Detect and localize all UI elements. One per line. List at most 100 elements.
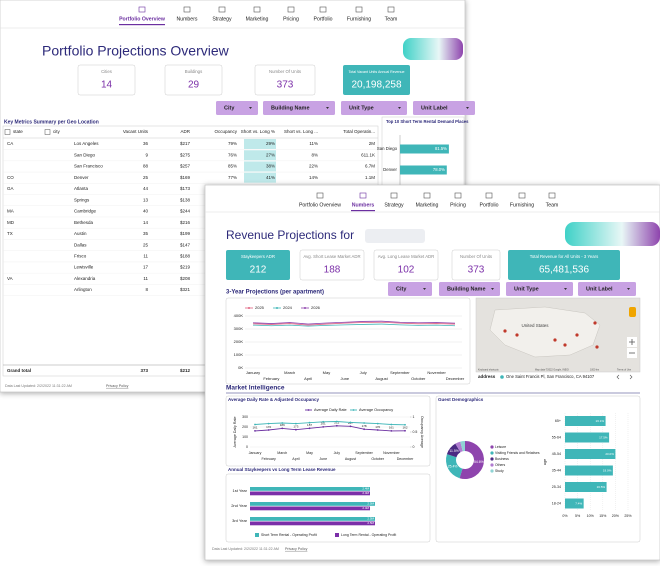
y-tick-label: 200K: [234, 339, 244, 344]
legend-label: Others: [495, 463, 505, 467]
point: [322, 420, 325, 423]
nav-item[interactable]: Team: [546, 202, 559, 208]
nav-item[interactable]: Numbers: [176, 16, 197, 22]
map-attribution: Map data ©2022 Google, INEGI: [535, 369, 569, 372]
nav-item[interactable]: Portfolio: [479, 202, 498, 208]
kpi-label: Total Revenue for All Units - 3 Years: [530, 254, 599, 259]
page-title: Revenue Projections for: [226, 228, 354, 242]
x-tick-label: October: [371, 457, 385, 461]
pager-prev[interactable]: [616, 374, 620, 380]
nav-item[interactable]: Furnishing: [510, 202, 534, 208]
kpi-card: [508, 250, 620, 280]
filter-label[interactable]: Unit Type: [349, 105, 374, 111]
nav-item[interactable]: Team: [385, 16, 398, 22]
filter-label[interactable]: Unit Label: [421, 105, 448, 111]
y2-tick-label: 1: [413, 415, 415, 419]
value-label: 16.1%: [596, 419, 605, 423]
legend-label: Average Daily Rate: [314, 408, 347, 412]
bar: [250, 517, 375, 521]
table-cell: $216: [180, 220, 191, 225]
legend-label: Short Term Rental - Operating Profit: [261, 533, 317, 537]
nav-item[interactable]: Pricing: [450, 202, 466, 208]
bar: [565, 498, 584, 509]
nav-item[interactable]: Strategy: [212, 16, 232, 22]
nav-item[interactable]: Numbers: [352, 202, 375, 208]
filter-label[interactable]: Building Name: [447, 286, 486, 292]
nav-icon: [319, 6, 327, 13]
privacy-link[interactable]: Privacy Policy: [285, 547, 308, 551]
nav-item[interactable]: Pricing: [283, 16, 299, 22]
table-cell: 8: [145, 287, 148, 292]
map-attribution: Keyboard shortcuts: [478, 369, 499, 372]
table-cell: 1.1M: [365, 175, 375, 180]
table-cell: 88: [143, 164, 149, 169]
category-label: 18-24: [552, 501, 561, 505]
pegman[interactable]: [629, 307, 636, 317]
map-pin: [563, 343, 567, 347]
filter-label[interactable]: Unit Label: [586, 286, 613, 292]
filter-dropdown[interactable]: [506, 282, 573, 296]
y-tick-label: 300: [242, 415, 248, 419]
filter-dropdown[interactable]: [216, 101, 258, 115]
filter-dropdown[interactable]: [341, 101, 407, 115]
nav-item[interactable]: Portfolio: [313, 16, 332, 22]
x-tick-label: September: [390, 370, 410, 375]
state-cell: TX: [7, 231, 13, 236]
bar: [565, 482, 607, 492]
bar: [250, 491, 370, 496]
nav-icon: [390, 192, 398, 199]
nav-item[interactable]: Marketing: [246, 16, 269, 22]
panel: [225, 395, 431, 467]
nav-icon: [485, 192, 493, 199]
kpi-card: [77, 64, 136, 96]
filter-label[interactable]: Building Name: [271, 105, 310, 111]
kpi-value: 212: [250, 265, 267, 276]
nav-item[interactable]: Marketing: [416, 202, 439, 208]
kpi-value: 20,198,258: [351, 80, 401, 91]
nav-item[interactable]: Furnishing: [347, 16, 371, 22]
y-tick-label: 400K: [234, 313, 244, 318]
line-series: [252, 321, 456, 326]
total-cell: Grand total: [7, 368, 31, 373]
total-cell: 373: [140, 368, 148, 373]
point: [335, 420, 338, 423]
point: [322, 426, 325, 428]
table-cell: $169: [180, 175, 191, 180]
highlight-cell: [244, 172, 276, 183]
legend-label: 2026: [311, 305, 321, 310]
filter-dropdown[interactable]: [413, 101, 475, 115]
filter-dropdown[interactable]: [578, 282, 636, 296]
state-cell: VA: [7, 276, 13, 281]
x-tick-label: August: [375, 376, 388, 381]
table-cell: 36: [143, 141, 149, 146]
filter-label[interactable]: City: [396, 286, 407, 292]
value-label: 2.4M: [362, 491, 369, 495]
collapse-icon[interactable]: [4, 129, 11, 135]
value-label: 2.5M: [367, 502, 374, 506]
point: [404, 429, 406, 432]
nav-item[interactable]: Strategy: [384, 202, 404, 208]
point: [376, 422, 379, 425]
nav-item[interactable]: Portfolio Overview: [119, 16, 166, 22]
filter-dropdown[interactable]: [439, 282, 500, 296]
nav-item[interactable]: Portfolio Overview: [299, 202, 341, 208]
privacy-link[interactable]: Privacy Policy: [106, 384, 129, 388]
city-cell: Austin: [74, 231, 87, 236]
kpi-label: Staykeepers ADR: [241, 254, 275, 259]
pager-next[interactable]: [629, 374, 633, 380]
x-tick-label: June: [319, 457, 327, 461]
filter-dropdown[interactable]: [388, 282, 432, 296]
city-cell: Dallas: [74, 242, 87, 247]
x-tick-label: March: [284, 370, 295, 375]
nav-icon: [548, 192, 556, 199]
filter-label[interactable]: Unit Type: [514, 286, 539, 292]
expand-icon[interactable]: [44, 129, 51, 135]
filter-label[interactable]: City: [224, 105, 235, 111]
point: [295, 422, 297, 425]
filter-dropdown[interactable]: [263, 101, 335, 115]
section-title: Market Intelligence: [226, 385, 285, 392]
value-label: 2.4M: [362, 506, 369, 510]
data-label: 162: [402, 426, 407, 430]
line-series: [254, 421, 406, 426]
